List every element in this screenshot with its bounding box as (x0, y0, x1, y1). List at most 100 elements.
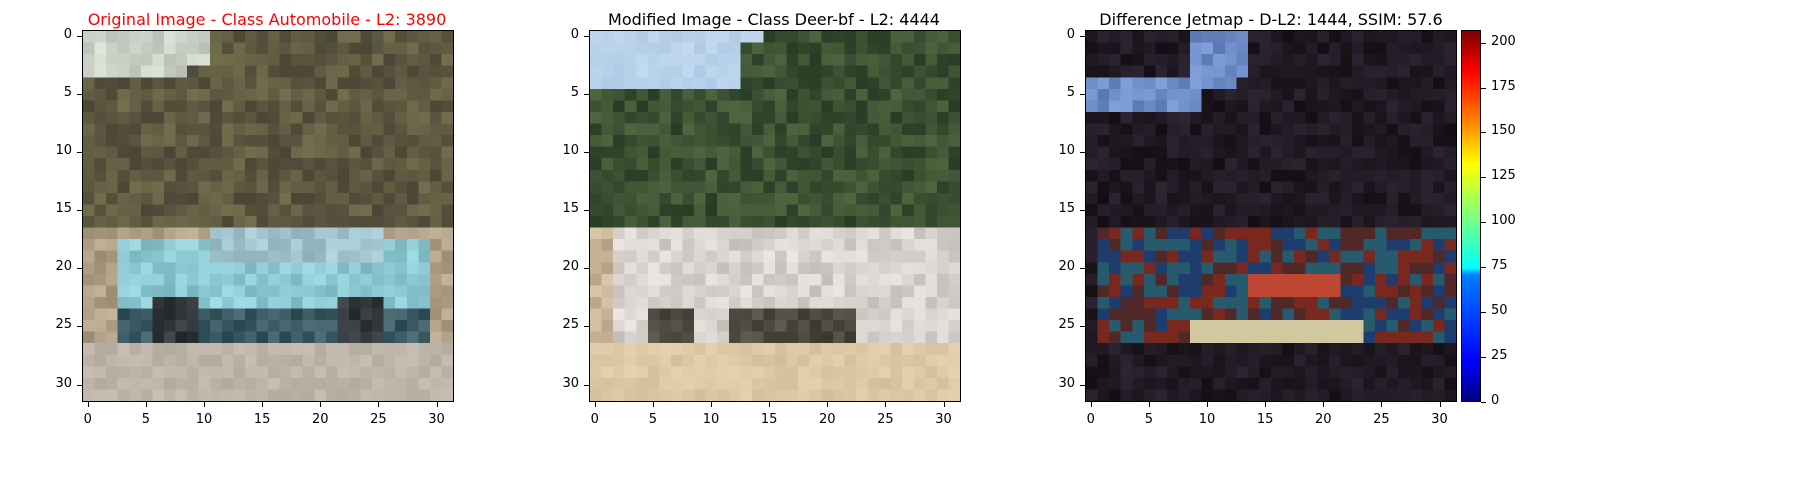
y-tick-label: 30 (1058, 375, 1075, 391)
colorbar-tick-label: 0 (1491, 393, 1500, 408)
x-tick-mark (1090, 402, 1092, 407)
colorbar-tick-mark (1481, 87, 1486, 89)
x-tick-mark (262, 402, 264, 407)
modified-image-axes (589, 30, 961, 402)
x-tick-label: 0 (83, 412, 92, 427)
colorbar-tick-label: 75 (1491, 258, 1508, 274)
y-tick-mark (77, 93, 82, 95)
x-tick-label: 10 (702, 412, 720, 427)
y-tick-mark (77, 268, 82, 270)
x-tick-mark (1381, 402, 1383, 407)
x-tick-label: 5 (141, 412, 151, 427)
y-tick-mark (77, 210, 82, 212)
x-tick-mark (652, 402, 654, 407)
x-tick-mark (943, 402, 945, 407)
colorbar-tick-label: 125 (1491, 168, 1516, 184)
x-tick-label: 0 (590, 412, 599, 427)
x-tick-label: 15 (760, 412, 778, 427)
y-tick-mark (584, 326, 589, 328)
x-tick-mark (711, 402, 713, 407)
y-tick-mark (1080, 210, 1085, 212)
y-tick-label: 0 (63, 26, 72, 42)
y-tick-label: 15 (562, 201, 579, 217)
original-image (83, 31, 453, 401)
y-tick-mark (1080, 384, 1085, 386)
colorbar-tick-label: 150 (1491, 123, 1516, 139)
y-tick-mark (1080, 326, 1085, 328)
y-tick-label: 20 (55, 259, 72, 275)
difference-jetmap-axes (1085, 30, 1457, 402)
x-tick-mark (827, 402, 829, 407)
x-tick-label: 25 (877, 412, 894, 427)
x-tick-label: 15 (253, 412, 271, 427)
x-tick-label: 10 (1198, 412, 1216, 427)
y-tick-label: 20 (562, 259, 579, 275)
y-tick-mark (584, 268, 589, 270)
y-tick-label: 0 (570, 26, 579, 42)
y-tick-label: 25 (55, 317, 72, 333)
x-tick-mark (594, 402, 596, 407)
y-tick-label: 30 (562, 375, 579, 391)
colorbar-tick-label: 25 (1491, 348, 1508, 364)
y-tick-label: 5 (63, 84, 72, 100)
x-tick-mark (320, 402, 322, 407)
y-tick-mark (584, 210, 589, 212)
x-tick-label: 30 (428, 412, 445, 427)
x-tick-label: 25 (1373, 412, 1390, 427)
y-tick-mark (1080, 35, 1085, 37)
x-tick-mark (1148, 402, 1150, 407)
x-tick-label: 20 (819, 412, 836, 427)
colorbar-tick-mark (1481, 312, 1486, 314)
x-tick-mark (87, 402, 89, 407)
x-tick-mark (885, 402, 887, 407)
x-tick-mark (145, 402, 147, 407)
x-tick-mark (204, 402, 206, 407)
x-tick-mark (1265, 402, 1267, 407)
y-tick-mark (1080, 93, 1085, 95)
y-tick-mark (77, 152, 82, 154)
colorbar-tick-mark (1481, 267, 1486, 269)
y-tick-label: 25 (562, 317, 579, 333)
colorbar-tick-label: 175 (1491, 78, 1516, 94)
colorbar-tick-label: 100 (1491, 213, 1516, 229)
x-tick-mark (1323, 402, 1325, 407)
y-tick-label: 15 (55, 201, 72, 217)
colorbar-tick-mark (1481, 132, 1486, 134)
modified-image-title: Modified Image - Class Deer-bf - L2: 444… (608, 10, 940, 29)
original-image-axes (82, 30, 454, 402)
y-tick-label: 20 (1058, 259, 1075, 275)
y-tick-label: 5 (570, 84, 579, 100)
colorbar-tick-mark (1481, 222, 1486, 224)
y-tick-mark (584, 35, 589, 37)
y-tick-mark (77, 35, 82, 37)
y-tick-mark (584, 93, 589, 95)
x-tick-label: 5 (648, 412, 658, 427)
x-tick-label: 15 (1256, 412, 1274, 427)
y-tick-label: 15 (1058, 201, 1075, 217)
y-tick-mark (584, 384, 589, 386)
x-tick-mark (436, 402, 438, 407)
y-tick-mark (77, 384, 82, 386)
difference-jetmap-title: Difference Jetmap - D-L2: 1444, SSIM: 57… (1099, 10, 1443, 29)
x-tick-label: 10 (195, 412, 213, 427)
difference-jetmap-image (1086, 31, 1456, 401)
y-tick-label: 10 (1058, 143, 1075, 159)
x-tick-label: 25 (370, 412, 387, 427)
colorbar-tick-mark (1481, 42, 1486, 44)
colorbar-tick-mark (1481, 357, 1486, 359)
y-tick-label: 25 (1058, 317, 1075, 333)
x-tick-label: 0 (1086, 412, 1095, 427)
y-tick-mark (77, 326, 82, 328)
colorbar-tick-label: 50 (1491, 303, 1508, 319)
original-image-title: Original Image - Class Automobile - L2: … (87, 10, 447, 29)
modified-image (590, 31, 960, 401)
y-tick-mark (1080, 268, 1085, 270)
colorbar-tick-mark (1481, 402, 1486, 403)
x-tick-label: 30 (935, 412, 952, 427)
x-tick-mark (769, 402, 771, 407)
y-tick-mark (1080, 152, 1085, 154)
x-tick-label: 5 (1144, 412, 1154, 427)
colorbar-tick-mark (1481, 177, 1486, 179)
x-tick-label: 30 (1431, 412, 1448, 427)
x-tick-label: 20 (312, 412, 329, 427)
